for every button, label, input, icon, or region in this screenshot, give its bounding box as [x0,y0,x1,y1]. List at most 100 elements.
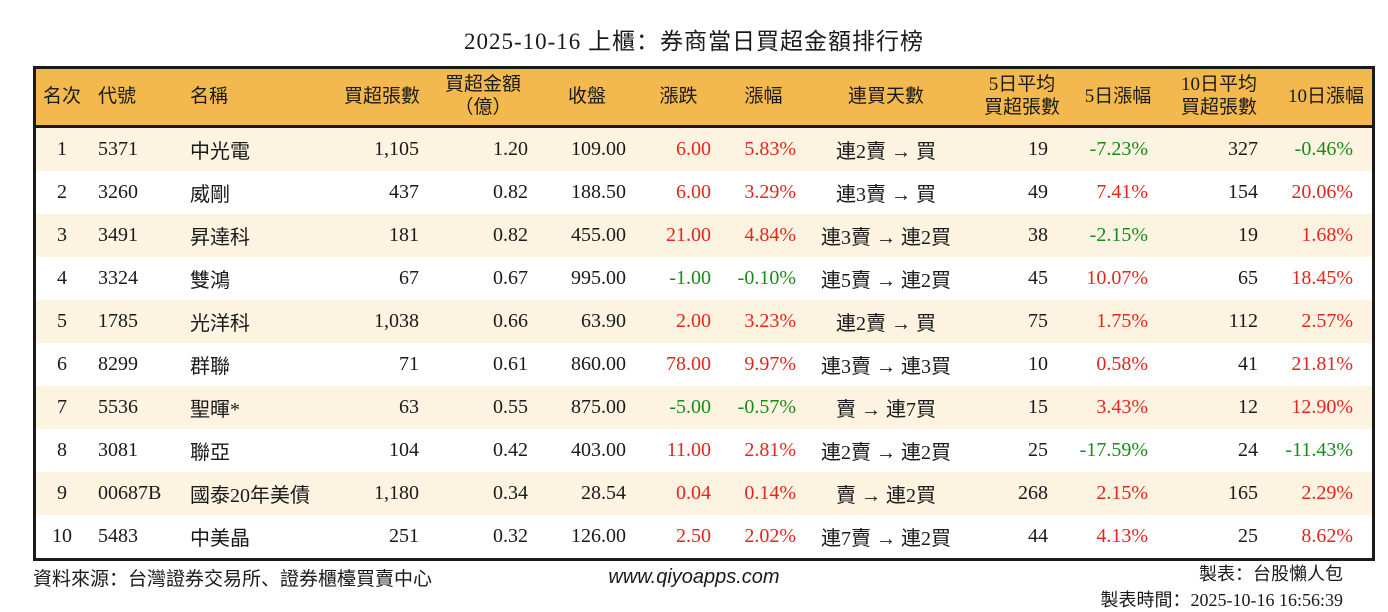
cell-pct10: 2.57% [1301,310,1353,332]
cell-close: 188.50 [571,181,626,203]
cell-pct5: -17.59% [1079,439,1148,461]
footer: 資料來源：台灣證券交易所、證券櫃檯買賣中心 www.qiyoapps.com 製… [33,560,1355,610]
cell-avg5: 10 [1028,353,1048,375]
cell-volume: 181 [389,224,419,246]
cell-pct10: 20.06% [1291,181,1353,203]
column-header-change: 漲跌 [636,67,721,127]
table-row: 8 3081 聯亞 104 0.42 403.00 11.00 2.81% 連2賣 → 連2買 2… [34,429,1374,472]
cell-name: 聯亞 [190,442,230,464]
cell-volume: 1,038 [374,310,419,332]
cell-pct5: 4.13% [1096,525,1148,547]
cell-close: 455.00 [571,224,626,246]
cell-avg10: 24 [1238,439,1258,461]
cell-name: 雙鴻 [190,270,230,292]
cell-change_pct: 2.02% [744,525,796,547]
cell-change_pct: -0.57% [737,396,796,418]
column-header-change_pct: 漲幅 [721,67,806,127]
cell-avg10: 25 [1238,525,1258,547]
table-row: 7 5536 聖暉* 63 0.55 875.00 -5.00 -0.57% 賣 → 連7買 15… [34,386,1374,429]
cell-pct5: 1.75% [1096,310,1148,332]
column-header-pct10: 10日漲幅 [1280,67,1374,127]
cell-avg5: 44 [1028,525,1048,547]
cell-change: 78.00 [666,353,711,375]
cell-change: -5.00 [669,396,711,418]
cell-code: 8299 [98,353,138,375]
table-row: 1 5371 中光電 1,105 1.20 109.00 6.00 5.83% 連2賣 → 買 1… [34,126,1374,171]
cell-change_pct: 3.29% [744,181,796,203]
cell-change: 2.50 [676,525,711,547]
cell-pct5: 10.07% [1086,267,1148,289]
cell-name: 威剛 [190,184,230,206]
cell-pct5: 0.58% [1096,353,1148,375]
cell-code: 5371 [98,138,138,160]
cell-name: 中光電 [190,141,250,163]
cell-avg5: 25 [1028,439,1048,461]
cell-amount: 0.32 [493,525,528,547]
table-row: 3 3491 昇達科 181 0.82 455.00 21.00 4.84% 連3賣 → 連2買… [34,214,1374,257]
cell-change: 6.00 [676,138,711,160]
cell-change_pct: 9.97% [744,353,796,375]
cell-volume: 1,180 [374,482,419,504]
cell-name: 聖暉* [190,399,240,421]
cell-avg5: 268 [1018,482,1048,504]
cell-amount: 0.67 [493,267,528,289]
cell-pct5: -7.23% [1089,138,1148,160]
cell-name: 昇達科 [190,227,250,249]
data-source-note: 資料來源：台灣證券交易所、證券櫃檯買賣中心 [33,569,433,590]
cell-pct10: 18.45% [1291,267,1353,289]
column-header-rank: 名次 [34,67,88,127]
table-row: 4 3324 雙鴻 67 0.67 995.00 -1.00 -0.10% 連5賣 → 連2買 4… [34,257,1374,300]
cell-code: 1785 [98,310,138,332]
cell-volume: 104 [389,439,419,461]
cell-amount: 0.66 [493,310,528,332]
cell-volume: 71 [399,353,419,375]
cell-avg10: 65 [1238,267,1258,289]
website-url: www.qiyoapps.com [608,566,780,588]
table-row: 2 3260 威剛 437 0.82 188.50 6.00 3.29% 連3賣 → 買 49 7.… [34,171,1374,214]
cell-amount: 0.55 [493,396,528,418]
column-header-streak: 連買天數 [806,67,966,127]
generated-timestamp: 製表時間：2025-10-16 16:56:39 [1100,590,1344,610]
cell-avg10: 19 [1238,224,1258,246]
cell-change: 0.04 [676,482,711,504]
cell-name: 國泰20年美債 [190,485,310,507]
cell-rank: 9 [57,482,67,504]
cell-avg5: 45 [1028,267,1048,289]
cell-pct10: 2.29% [1301,482,1353,504]
cell-code: 5483 [98,525,138,547]
cell-pct10: 21.81% [1291,353,1353,375]
cell-change: -1.00 [669,267,711,289]
cell-avg5: 15 [1028,396,1048,418]
cell-avg5: 75 [1028,310,1048,332]
cell-close: 403.00 [571,439,626,461]
column-header-avg10: 10日平均 買超張數 [1158,67,1280,127]
cell-change: 6.00 [676,181,711,203]
cell-pct5: 2.15% [1096,482,1148,504]
cell-change_pct: 3.23% [744,310,796,332]
cell-change_pct: 5.83% [744,138,796,160]
cell-streak: 連3賣 → 連2買 [821,227,951,249]
cell-rank: 8 [57,439,67,461]
cell-close: 28.54 [581,482,626,504]
cell-rank: 1 [57,138,67,160]
cell-avg10: 12 [1238,396,1258,418]
cell-pct10: 1.68% [1301,224,1353,246]
ranking-table: 名次 代號 名稱 買超張數 買超金額 （億） 收盤 漲跌 漲幅 連買天數 5日平均 買超張數 5日漲… [33,66,1375,561]
cell-rank: 3 [57,224,67,246]
cell-code: 3324 [98,267,138,289]
cell-streak: 賣 → 連7買 [836,399,936,421]
cell-amount: 0.82 [493,224,528,246]
table-row: 10 5483 中美晶 251 0.32 126.00 2.50 2.02% 連7賣 → 連2買… [34,515,1374,560]
table-row: 6 8299 群聯 71 0.61 860.00 78.00 9.97% 連3賣 → 連3買 10… [34,343,1374,386]
cell-pct10: 12.90% [1291,396,1353,418]
cell-avg10: 112 [1228,310,1258,332]
cell-rank: 4 [57,267,67,289]
cell-avg10: 154 [1228,181,1258,203]
cell-volume: 67 [399,267,419,289]
cell-change: 21.00 [666,224,711,246]
cell-pct10: 8.62% [1301,525,1353,547]
cell-volume: 63 [399,396,419,418]
cell-change_pct: 4.84% [744,224,796,246]
table-row: 9 00687B 國泰20年美債 1,180 0.34 28.54 0.04 0.14% 賣 →… [34,472,1374,515]
